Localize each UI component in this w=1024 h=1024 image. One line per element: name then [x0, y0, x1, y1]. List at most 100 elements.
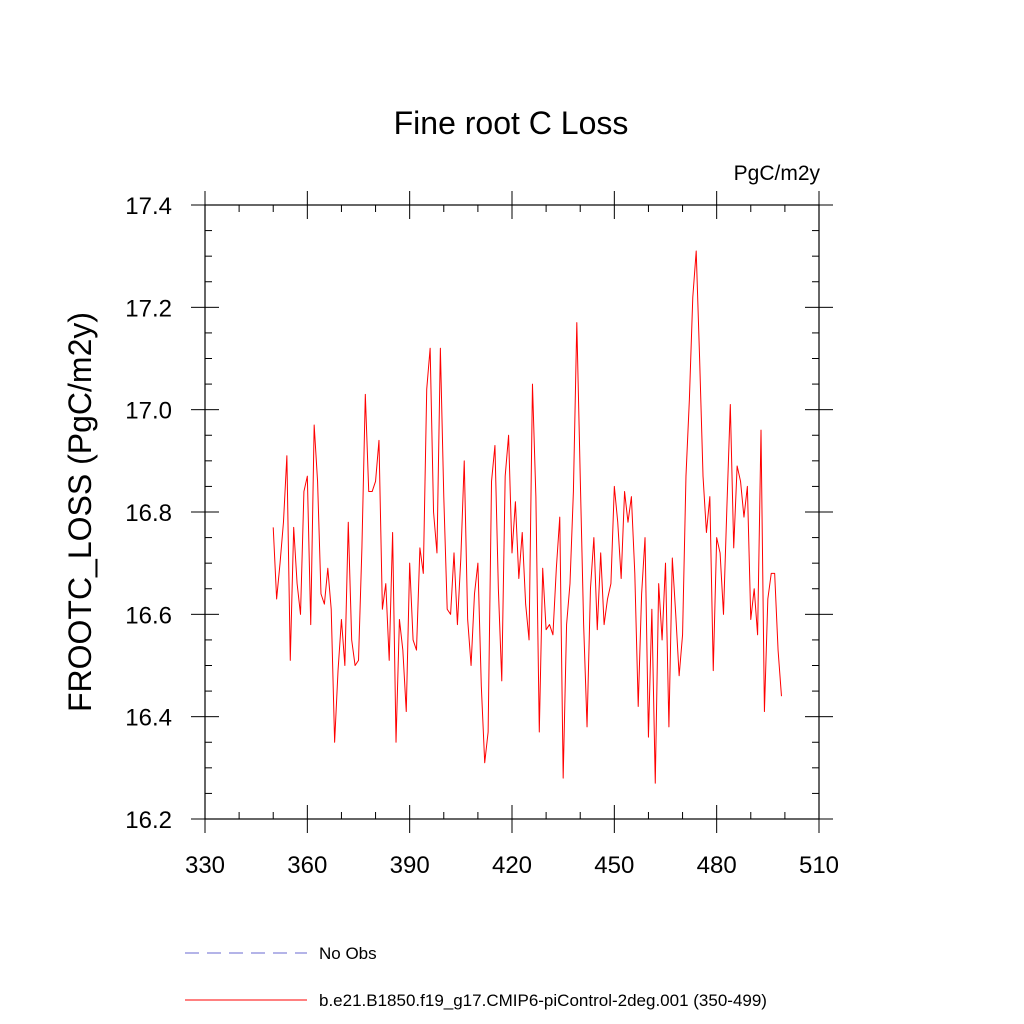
data-point	[679, 675, 680, 676]
data-point	[454, 552, 455, 553]
data-point	[320, 593, 321, 594]
data-point	[297, 583, 298, 584]
data-point	[508, 435, 509, 436]
data-point	[610, 583, 611, 584]
data-point	[641, 593, 642, 594]
data-point	[324, 604, 325, 605]
data-point	[290, 660, 291, 661]
data-point	[631, 496, 632, 497]
data-point	[651, 609, 652, 610]
data-point	[334, 742, 335, 743]
data-point	[563, 778, 564, 779]
data-point	[624, 491, 625, 492]
y-tick-label: 17.2	[125, 295, 172, 322]
data-point	[494, 445, 495, 446]
data-point	[327, 568, 328, 569]
data-point	[436, 552, 437, 553]
data-point	[532, 384, 533, 385]
data-point	[778, 650, 779, 651]
data-point	[293, 527, 294, 528]
data-point	[396, 742, 397, 743]
data-point	[491, 481, 492, 482]
data-point	[740, 481, 741, 482]
data-point	[692, 297, 693, 298]
data-point	[498, 588, 499, 589]
data-point	[600, 552, 601, 553]
data-point	[668, 726, 669, 727]
data-point	[709, 496, 710, 497]
data-point	[433, 512, 434, 513]
data-point	[638, 706, 639, 707]
data-point	[457, 624, 458, 625]
data-point	[467, 619, 468, 620]
data-point	[549, 624, 550, 625]
data-point	[546, 629, 547, 630]
data-point	[743, 517, 744, 518]
data-point	[314, 425, 315, 426]
data-point	[525, 604, 526, 605]
data-point	[440, 348, 441, 349]
data-point	[597, 629, 598, 630]
data-point	[559, 517, 560, 518]
data-point	[552, 634, 553, 635]
data-point	[460, 558, 461, 559]
data-point	[488, 732, 489, 733]
data-point	[542, 568, 543, 569]
x-tick-label: 450	[594, 852, 634, 879]
data-point	[286, 455, 287, 456]
data-point	[372, 491, 373, 492]
data-point	[754, 588, 755, 589]
data-point	[634, 573, 635, 574]
data-point	[648, 737, 649, 738]
data-point	[423, 573, 424, 574]
data-point	[341, 619, 342, 620]
data-point	[617, 522, 618, 523]
data-point	[273, 527, 274, 528]
x-tick-label: 480	[697, 852, 737, 879]
data-point	[399, 619, 400, 620]
data-point	[583, 624, 584, 625]
data-point	[590, 588, 591, 589]
data-point	[720, 552, 721, 553]
data-point	[406, 711, 407, 712]
data-point	[607, 598, 608, 599]
data-point	[474, 593, 475, 594]
y-tick-label: 17.4	[125, 193, 172, 220]
data-point	[696, 251, 697, 252]
data-point	[382, 609, 383, 610]
data-point	[447, 609, 448, 610]
data-point	[409, 563, 410, 564]
data-point	[392, 532, 393, 533]
data-point	[484, 762, 485, 763]
data-point	[501, 680, 502, 681]
data-point	[389, 660, 390, 661]
data-point	[471, 665, 472, 666]
data-point	[764, 711, 765, 712]
data-point	[529, 639, 530, 640]
data-point	[443, 496, 444, 497]
data-point	[358, 660, 359, 661]
data-point	[365, 394, 366, 395]
data-point	[672, 558, 673, 559]
axis-ticks: 330 360 390 420 450 480 510 16.2 16.4 16.6 16.8 17.…	[125, 191, 839, 879]
data-point	[515, 501, 516, 502]
data-point	[522, 532, 523, 533]
data-point	[737, 465, 738, 466]
x-tick-label: 360	[287, 852, 327, 879]
data-point	[413, 639, 414, 640]
data-point	[378, 440, 379, 441]
data-point	[761, 430, 762, 431]
data-point	[280, 563, 281, 564]
data-point	[658, 583, 659, 584]
data-point	[587, 726, 588, 727]
x-tick-label: 510	[799, 852, 839, 879]
data-point	[338, 670, 339, 671]
y-axis-label: FROOTC_LOSS (PgC/m2y)	[62, 312, 98, 712]
data-point	[747, 486, 748, 487]
data-point	[569, 583, 570, 584]
data-point	[419, 547, 420, 548]
data-point	[566, 624, 567, 625]
data-point	[682, 634, 683, 635]
data-point	[317, 481, 318, 482]
data-point	[713, 670, 714, 671]
